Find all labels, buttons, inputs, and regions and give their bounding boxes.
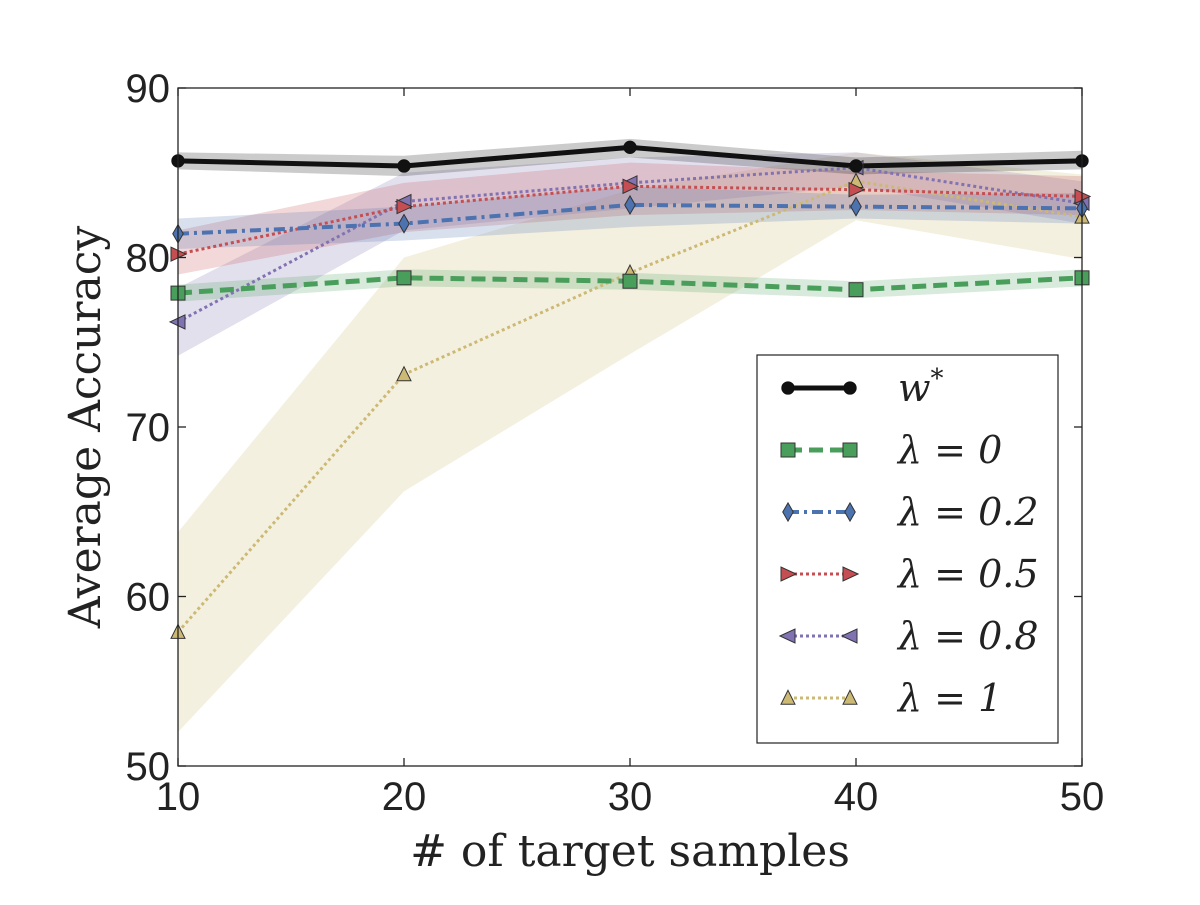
- y-tick-label: 50: [126, 745, 171, 789]
- point-wstar-40: [849, 159, 863, 173]
- point-lambda-0-20: [396, 270, 412, 286]
- legend: w*λ = 0λ = 0.2λ = 0.5λ = 0.8λ = 1: [756, 354, 1059, 744]
- legend-marker-lambda-1: [842, 689, 858, 705]
- legend-marker-lambda-0-2: [844, 501, 856, 523]
- x-axis-label: # of target samples: [410, 826, 850, 877]
- legend-marker-lambda-0-2: [782, 501, 794, 523]
- y-axis-label: Average Accuracy: [60, 226, 111, 630]
- legend-marker-lambda-0-8: [840, 628, 858, 644]
- legend-marker-lambda-0: [780, 442, 796, 458]
- point-lambda-0-2-30: [624, 194, 636, 216]
- point-wstar-30: [623, 140, 637, 154]
- legend-label-lambda-0: λ = 0: [896, 428, 1002, 472]
- point-lambda-1-20: [396, 365, 412, 382]
- legend-marker-lambda-0-8: [778, 628, 796, 644]
- legend-marker-wstar: [843, 381, 857, 395]
- legend-box: [756, 354, 1059, 744]
- legend-marker-wstar: [781, 381, 795, 395]
- legend-marker-lambda-0-5: [842, 566, 860, 582]
- legend-label-lambda-0-5: λ = 0.5: [896, 552, 1039, 596]
- legend-marker-lambda-0: [842, 442, 858, 458]
- y-tick-label: 70: [126, 406, 171, 450]
- legend-marker-lambda-1: [780, 689, 796, 705]
- x-tick-label: 10: [156, 775, 201, 819]
- x-tick-label: 50: [1060, 775, 1105, 819]
- point-lambda-0-30: [622, 273, 638, 289]
- legend-marker-lambda-0-5: [780, 566, 798, 582]
- legend-label-lambda-0-2: λ = 0.2: [896, 490, 1039, 534]
- point-wstar-20: [397, 159, 411, 173]
- point-lambda-0-5-30: [622, 178, 640, 195]
- series-markers: [168, 140, 1092, 639]
- y-tick-label: 90: [126, 67, 171, 111]
- y-tick-label: 60: [126, 576, 171, 620]
- point-lambda-0-2-20: [398, 213, 410, 234]
- band-lambda-1: [178, 152, 1082, 733]
- axis-ticks: 10 20 30 40 50 50 60 70 80 90: [126, 67, 1105, 819]
- legend-label-lambda-0-8: λ = 0.8: [896, 614, 1039, 658]
- legend-label-lambda-1: λ = 1: [896, 676, 1002, 720]
- point-lambda-0-40: [848, 282, 864, 298]
- line-lambda-0-2: [177, 202, 1083, 236]
- point-lambda-0-2-40: [850, 196, 862, 217]
- y-tick-label: 80: [126, 237, 171, 281]
- x-tick-label: 20: [382, 775, 427, 819]
- legend-label-superscript: *: [931, 364, 944, 394]
- x-tick-label: 40: [834, 775, 879, 819]
- point-lambda-0-5-20: [396, 198, 414, 215]
- point-lambda-0-5-40: [848, 181, 866, 198]
- x-tick-label: 30: [608, 775, 653, 819]
